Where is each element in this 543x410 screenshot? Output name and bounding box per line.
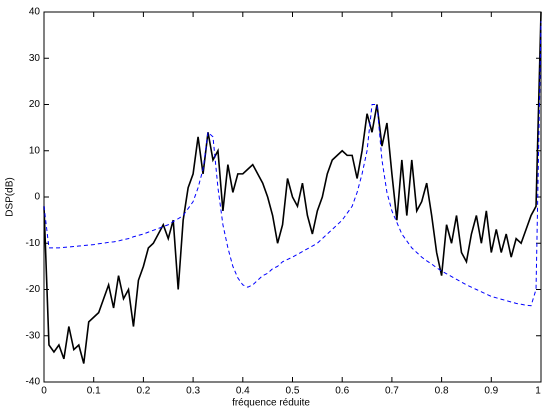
y-tick-label: -10 — [26, 238, 41, 249]
x-tick-label: 0.2 — [136, 386, 150, 397]
y-tick-label: 10 — [29, 145, 41, 156]
y-axis-label: DSP(dB) — [5, 177, 16, 216]
x-tick-label: 0.5 — [286, 386, 300, 397]
x-tick-label: 0.3 — [186, 386, 200, 397]
y-tick-label: 20 — [29, 99, 41, 110]
y-tick-label: -20 — [26, 284, 41, 295]
x-axis-label: fréquence réduite — [232, 398, 310, 409]
x-tick-label: 0.4 — [236, 386, 250, 397]
series-line — [43, 11, 542, 364]
y-tick-label: -30 — [26, 330, 41, 341]
x-tick-label: 1 — [535, 386, 541, 397]
y-tick-label: 40 — [29, 7, 41, 18]
y-tick-label: -40 — [26, 377, 41, 388]
y-tick-label: 30 — [29, 53, 41, 64]
x-tick-label: 0.8 — [435, 386, 449, 397]
x-tick-label: 0.7 — [385, 386, 399, 397]
y-tick-label: 0 — [34, 192, 40, 203]
x-tick-label: 0.6 — [335, 386, 349, 397]
x-tick-label: 0 — [41, 386, 47, 397]
series-line — [43, 21, 542, 307]
x-tick-label: 0.9 — [484, 386, 498, 397]
x-tick-label: 0.1 — [87, 386, 101, 397]
